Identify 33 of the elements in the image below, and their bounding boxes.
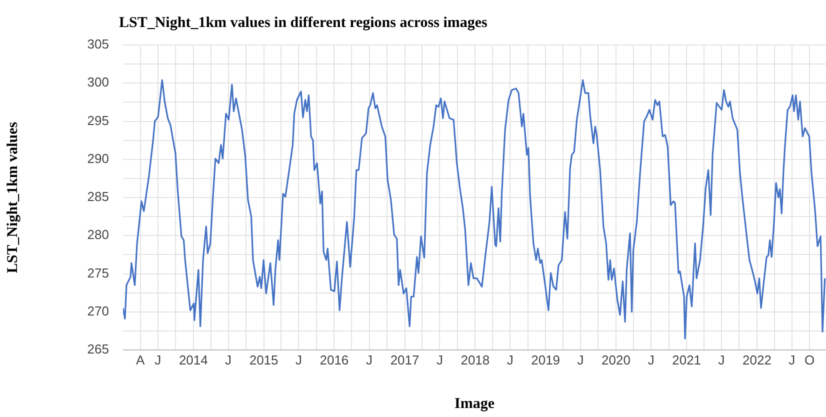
y-tick-label: 285 [87,189,109,204]
x-tick-label: 2021 [672,352,702,368]
x-tick-label: 2015 [249,352,278,368]
x-tick-label: J [154,352,162,368]
x-tick-label: 2016 [320,352,349,368]
x-tick-label: 2019 [531,352,560,368]
x-tick-label: 2014 [178,352,208,368]
y-tick-label: 280 [87,227,109,242]
y-tick-label: 300 [87,74,109,90]
y-tick-label: 270 [87,303,109,318]
y-axis-title: LST_Night_1km values [4,122,21,274]
x-tick-label: J [577,352,584,368]
x-tick-label: J [788,352,796,368]
x-tick-label: J [648,352,654,368]
x-tick-label: J [506,352,514,368]
x-tick-label: A [136,352,146,368]
y-tick-label: 290 [87,150,109,166]
x-tick-label: 2018 [460,352,490,368]
x-axis-title: Image [454,396,495,412]
x-tick-label: J [718,352,725,368]
x-tick-label: 2017 [390,352,420,368]
x-tick-label: 2020 [602,352,630,368]
x-tick-label: J [295,352,302,368]
x-tick-label: 2022 [742,352,772,368]
x-tick-label: O [804,352,815,368]
y-tick-label: 265 [87,342,109,357]
chart-title: LST_Night_1km values in different regions across images [119,15,488,31]
x-tick-label: J [436,352,443,368]
y-tick-label: 305 [87,36,109,52]
y-tick-label: 275 [87,265,109,280]
x-tick-label: J [225,352,232,368]
x-tick-label: J [366,352,373,368]
y-tick-label: 295 [87,112,109,128]
